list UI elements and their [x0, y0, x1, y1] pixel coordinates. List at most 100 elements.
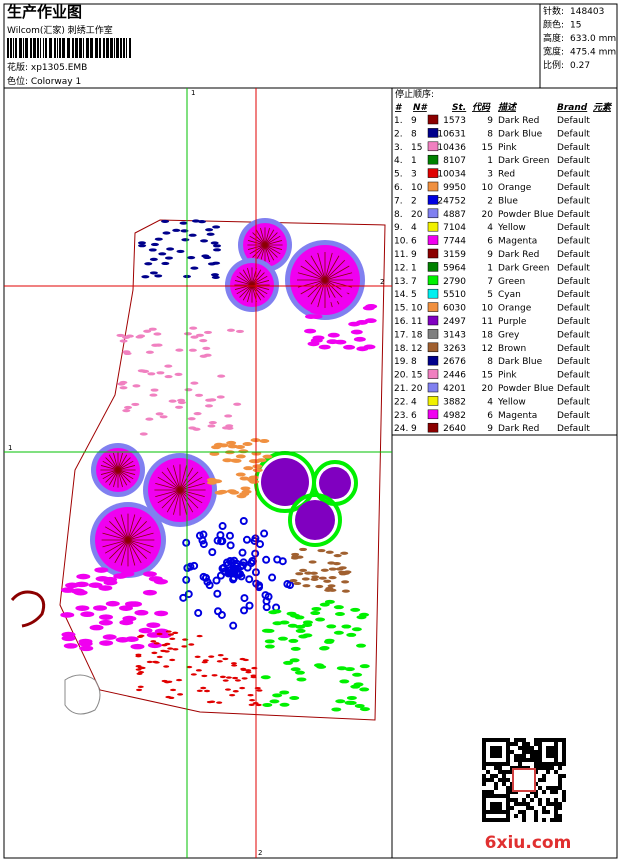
- leaf: [341, 296, 354, 301]
- table-header: 元素: [593, 102, 613, 113]
- qr-cell: [522, 818, 526, 822]
- leaf: [222, 458, 233, 463]
- chrysanthemum: [203, 577, 212, 586]
- leaf: [190, 335, 199, 339]
- leaf: [362, 305, 375, 311]
- vein: [127, 516, 142, 541]
- berry: [167, 633, 174, 636]
- stitches: 2640: [443, 424, 466, 434]
- qr-cell: [490, 802, 494, 806]
- leaf: [288, 638, 299, 643]
- berry: [234, 679, 241, 682]
- leaf: [175, 405, 184, 409]
- leaf: [346, 700, 357, 705]
- vein: [179, 465, 188, 491]
- leaf: [187, 256, 196, 260]
- leaf: [195, 393, 204, 397]
- leaf: [350, 329, 363, 335]
- berry: [153, 661, 160, 664]
- leaf: [294, 615, 305, 620]
- color-swatch: [427, 369, 439, 379]
- qr-cell: [510, 806, 514, 810]
- brand: Default: [557, 170, 590, 180]
- qr-cell: [498, 750, 502, 754]
- code: 1: [487, 263, 493, 273]
- berry: [208, 655, 215, 658]
- row-index: 6.: [394, 183, 403, 193]
- qr-cell: [490, 746, 494, 750]
- chrysanthemum: [194, 608, 203, 617]
- code: 4: [487, 223, 493, 233]
- vein: [249, 244, 266, 255]
- vein: [127, 539, 152, 554]
- color-swatch: [427, 221, 439, 232]
- qr-cell: [502, 778, 506, 782]
- leaf: [183, 332, 192, 336]
- brand: Default: [557, 424, 590, 434]
- needle: 9: [411, 250, 417, 260]
- description: Orange: [498, 304, 532, 314]
- qr-cell: [558, 806, 562, 810]
- leaf: [341, 580, 350, 584]
- leaf: [235, 454, 246, 459]
- leaf: [290, 646, 301, 651]
- leaf: [310, 309, 323, 314]
- qr-cell: [510, 750, 514, 754]
- stat-label: 宽度:: [543, 46, 564, 58]
- leaf: [217, 489, 228, 494]
- qr-cell: [490, 750, 494, 754]
- leaf: [205, 228, 214, 232]
- color-swatch: [427, 168, 439, 178]
- berry: [188, 643, 195, 646]
- leaf: [294, 670, 305, 675]
- qr-cell: [538, 786, 542, 790]
- petal: [319, 467, 351, 499]
- leaf: [226, 328, 235, 332]
- description: Brown: [498, 344, 526, 354]
- qr-cell: [546, 798, 550, 802]
- brand: Default: [557, 290, 590, 300]
- leaf: [241, 489, 252, 494]
- berry: [196, 634, 203, 638]
- leaf: [279, 690, 290, 695]
- leaf: [177, 398, 186, 402]
- row-index: 23.: [394, 411, 408, 421]
- leaf: [99, 640, 114, 646]
- qr-cell: [506, 798, 510, 802]
- leaf: [326, 339, 339, 345]
- leaf: [359, 707, 370, 712]
- stats: 针数: 148403 颜色: 15 高度: 633.0 mm 宽度: 475.4 mm 比例: 0…: [543, 5, 616, 71]
- qr-cell: [546, 810, 550, 814]
- color-swatch: [427, 288, 439, 299]
- qr-cell: [486, 818, 490, 822]
- leaf: [252, 468, 263, 473]
- qr-cell: [506, 778, 510, 782]
- bar-stripe: [43, 38, 44, 58]
- stitches: 8107: [443, 156, 466, 166]
- leaf: [311, 606, 322, 611]
- leaf: [338, 566, 347, 570]
- leaf: [61, 635, 76, 642]
- vein: [179, 467, 194, 491]
- vein: [317, 252, 326, 281]
- qr-cell: [546, 738, 550, 742]
- color-swatch: [427, 382, 439, 393]
- qr-cell: [498, 802, 502, 806]
- leaf: [150, 242, 159, 247]
- code: 18: [482, 330, 494, 340]
- qr-cell: [482, 794, 486, 798]
- qr-cell: [554, 790, 558, 794]
- leaf: [310, 611, 321, 616]
- needle: 12: [411, 344, 422, 354]
- qr-cell: [558, 762, 562, 766]
- table-header: 代码: [472, 102, 491, 113]
- leaf: [315, 584, 324, 589]
- qr-cell: [562, 798, 566, 802]
- leaf: [93, 605, 108, 611]
- qr-cell: [526, 794, 530, 798]
- leaf: [158, 252, 167, 256]
- berry: [194, 655, 201, 659]
- code: 20: [482, 210, 494, 220]
- leaf: [63, 643, 78, 649]
- leaf: [235, 329, 244, 334]
